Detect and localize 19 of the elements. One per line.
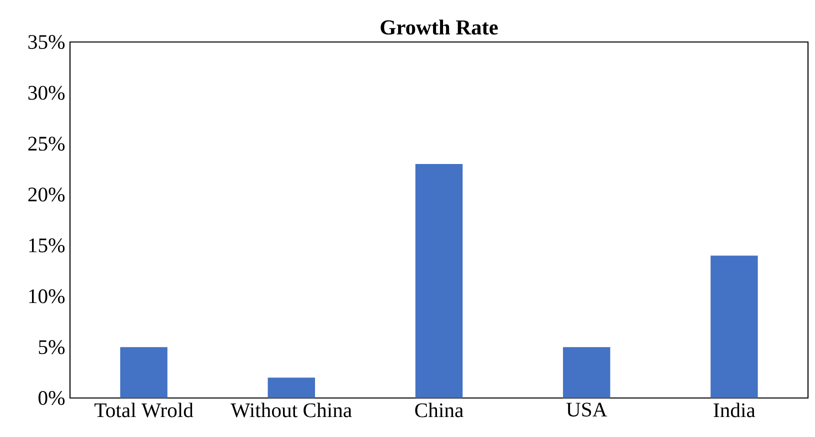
- y-tick-label: 25%: [28, 136, 65, 151]
- y-tick-label: 20%: [28, 188, 65, 202]
- bar: [120, 347, 168, 398]
- y-tick-label: 0%: [38, 390, 65, 406]
- x-tick-label: Without China: [230, 402, 352, 418]
- bar: [415, 164, 463, 398]
- bar: [710, 256, 758, 398]
- x-tick-label: India: [714, 402, 756, 418]
- y-tick-label: 5%: [38, 340, 65, 354]
- x-tick-label: China: [415, 402, 464, 418]
- bar: [268, 378, 316, 398]
- y-tick-label: 30%: [28, 86, 65, 100]
- x-tick-label: USA: [566, 402, 608, 417]
- y-tick-label: 35%: [28, 35, 65, 50]
- chart-title: Growth Rate: [380, 20, 498, 35]
- y-tick-label: 15%: [29, 238, 65, 252]
- y-tick-label: 10%: [29, 289, 65, 304]
- bar: [562, 347, 610, 398]
- x-tick-label: Total Wrold: [94, 402, 194, 418]
